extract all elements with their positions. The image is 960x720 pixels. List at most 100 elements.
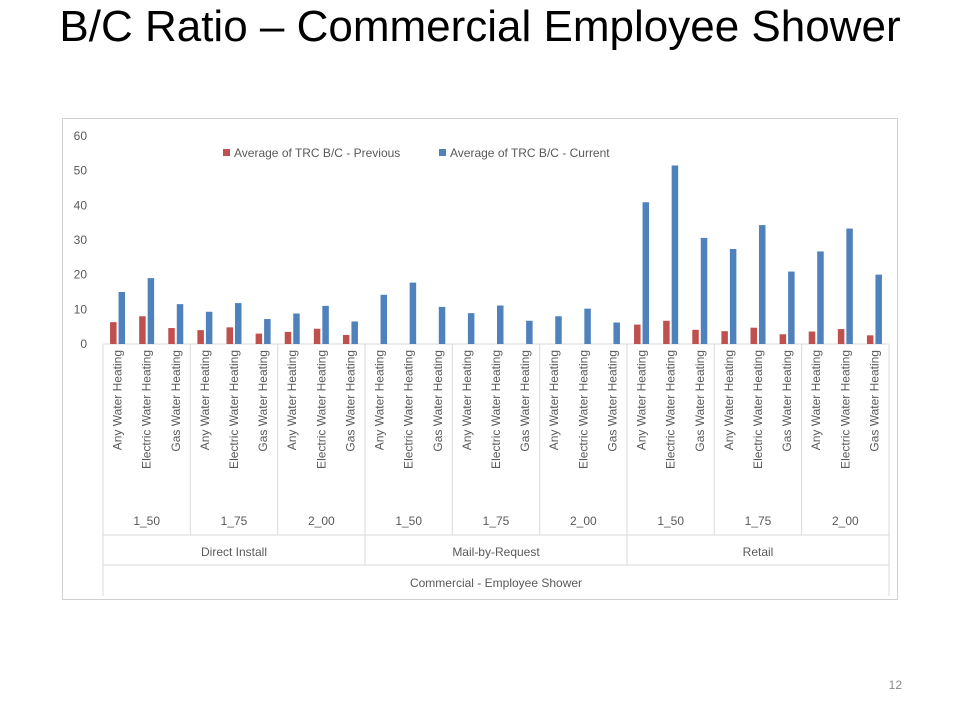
bar-current [700,237,708,344]
bar-chart: 0 10 20 30 40 50 60 Average of TRC B/C - Previo… [74,129,890,596]
bar-previous [284,331,292,344]
bar-current [351,321,358,344]
group-label: 2_00 [308,514,335,528]
x-tick-label: Any Water Heating [460,350,474,450]
slide-title: B/C Ratio – Commercial Employee Shower [59,2,901,51]
y-tick-label: 30 [74,233,88,247]
y-tick-label: 40 [74,198,88,212]
bar-current [235,303,242,344]
x-tick-label: Gas Water Heating [518,350,532,452]
bar-current [671,165,679,344]
bar-current [322,305,329,344]
x-tick-label: Any Water Heating [809,350,823,450]
bar-current [205,311,213,344]
bar-current [118,292,126,344]
x-tick-label: Gas Water Heating [693,350,707,452]
bar-current [380,294,388,344]
bar-current [147,278,155,344]
y-tick-label: 20 [74,268,88,282]
x-tick-label: Any Water Heating [547,350,561,450]
x-tick-label: Gas Water Heating [605,350,619,452]
bar-current [526,320,533,344]
bar-previous [663,320,670,344]
bar-current [729,249,737,344]
bar-previous [779,334,787,344]
bar-previous [226,327,233,344]
measure-label: Commercial - Employee Shower [410,576,582,590]
x-tick-label: Any Water Heating [722,350,736,450]
x-tick-label: Electric Water Heating [227,350,241,469]
bar-previous [721,331,728,344]
bar-current [817,251,824,344]
y-tick-label: 0 [80,337,87,351]
group-label: 1_75 [483,514,510,528]
x-tick-label: Gas Water Heating [431,350,445,452]
x-tick-label: Electric Water Heating [576,350,590,469]
legend-swatch-current [439,149,446,156]
x-tick-label: Gas Water Heating [256,350,270,452]
bar-previous [866,335,874,344]
x-tick-label: Electric Water Heating [664,350,678,469]
bar-previous [692,329,699,344]
group-label: 1_50 [657,514,684,528]
bar-current [438,306,446,344]
legend-swatch-previous [223,149,230,156]
bar-previous [255,333,263,344]
x-tick-label: Any Water Heating [373,350,387,450]
group-label: 1_75 [221,514,248,528]
group-label: 2_00 [832,514,859,528]
group-label: 1_75 [745,514,772,528]
y-tick-label: 60 [74,129,88,143]
bar-current [759,225,766,344]
y-tick-label: 10 [74,302,88,316]
legend-label-previous: Average of TRC B/C - Previous [234,146,400,160]
bar-previous [342,334,350,344]
x-tick-label: Gas Water Heating [169,350,183,452]
bar-previous [139,316,146,344]
bar-previous [110,322,117,344]
x-tick-label: Gas Water Heating [867,350,881,452]
x-tick-label: Electric Water Heating [838,350,852,469]
bar-current [264,319,271,344]
group-label: 1_50 [133,514,160,528]
bar-current [176,304,184,344]
channel-label: Retail [743,545,774,559]
bar-previous [313,328,321,344]
legend-label-current: Average of TRC B/C - Current [450,146,610,160]
bar-previous [837,329,845,344]
chart-frame: 0 10 20 30 40 50 60 Average of TRC B/C - Previo… [62,118,898,600]
bar-previous [750,327,757,344]
x-tick-label: Any Water Heating [285,350,299,450]
channel-label: Mail-by-Request [452,545,540,559]
bar-previous [168,328,175,344]
y-tick-label: 50 [74,164,88,178]
bar-current [642,202,650,344]
bar-previous [808,331,816,344]
group-label: 2_00 [570,514,597,528]
x-tick-label: Any Water Heating [635,350,649,450]
x-tick-label: Electric Water Heating [489,350,503,469]
bar-current [584,308,591,344]
bar-previous [634,324,641,344]
bar-previous [197,330,204,344]
x-tick-label: Electric Water Heating [140,350,154,469]
bar-current [497,305,504,344]
x-tick-label: Electric Water Heating [402,350,416,469]
bar-current [555,316,562,344]
x-tick-label: Gas Water Heating [343,350,357,452]
x-tick-label: Any Water Heating [198,350,212,450]
bar-current [613,322,620,344]
channel-label: Direct Install [201,545,267,559]
bar-current [293,313,300,344]
x-tick-label: Any Water Heating [111,350,125,450]
x-tick-label: Electric Water Heating [314,350,328,469]
bar-current [467,313,475,344]
bar-current [409,282,417,344]
bar-current [875,274,882,344]
x-tick-label: Gas Water Heating [780,350,794,452]
page-number: 12 [888,678,902,692]
group-label: 1_50 [395,514,422,528]
x-tick-label: Electric Water Heating [751,350,765,469]
bar-current [788,271,795,344]
bar-current [846,228,853,344]
